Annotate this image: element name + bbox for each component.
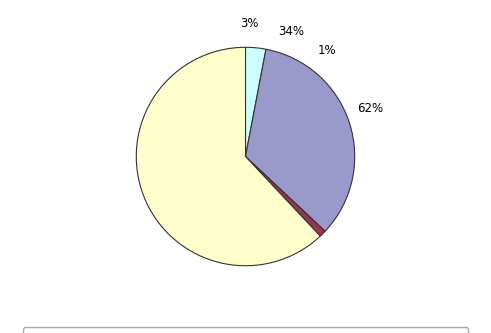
Legend: Wages & Salaries, Employee Benefits, Operating Expenses, Safety Net: Wages & Salaries, Employee Benefits, Ope… bbox=[23, 327, 468, 333]
Wedge shape bbox=[136, 47, 320, 266]
Text: 3%: 3% bbox=[240, 17, 258, 30]
Wedge shape bbox=[246, 49, 355, 231]
Text: 34%: 34% bbox=[278, 25, 304, 38]
Text: 62%: 62% bbox=[357, 102, 383, 115]
Wedge shape bbox=[246, 157, 325, 236]
Wedge shape bbox=[246, 47, 266, 157]
Text: 1%: 1% bbox=[317, 44, 336, 57]
